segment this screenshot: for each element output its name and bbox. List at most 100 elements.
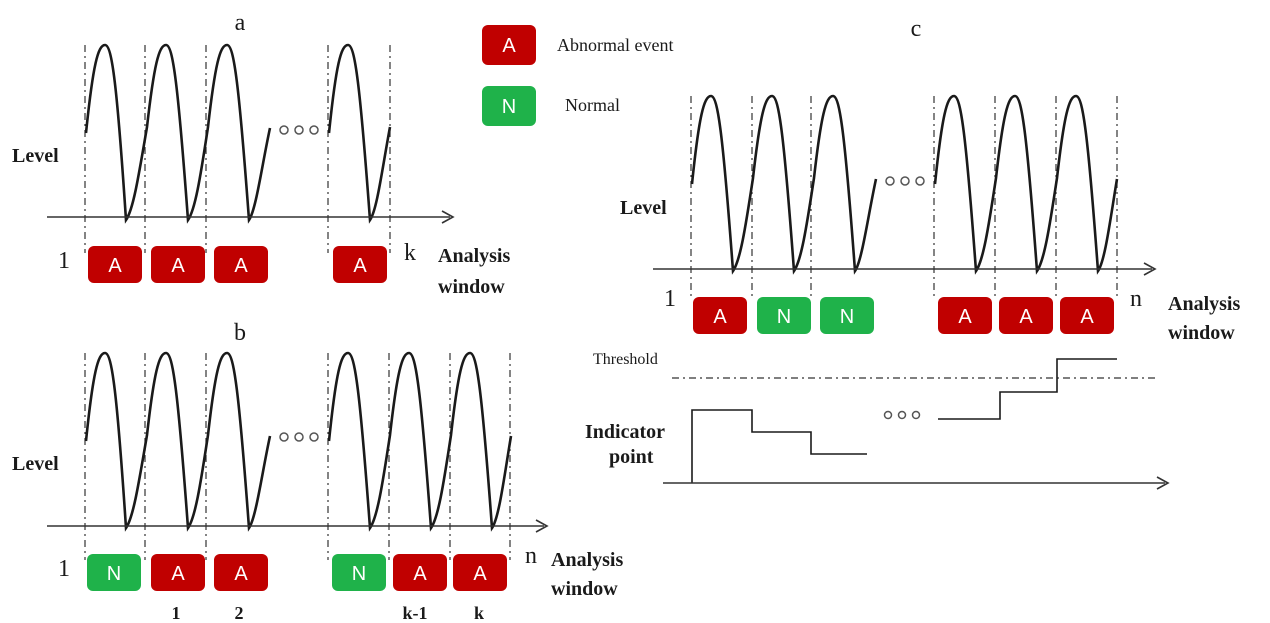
indicator-label: Indicator — [585, 421, 665, 443]
indicator-axis-arrow-icon — [1156, 476, 1170, 490]
panel-c-box-bg — [1060, 297, 1114, 334]
panel-a-box-bg — [333, 246, 387, 283]
panel-b-box-letter: A — [413, 563, 427, 585]
panel-a-axis-label: window — [438, 276, 505, 298]
threshold-label: Threshold — [593, 351, 658, 368]
panel-a-axis-arrow-icon — [441, 210, 455, 224]
panel-b-box-bg — [393, 554, 447, 591]
panel-c-box: A — [999, 297, 1053, 334]
panel-b-waveform — [84, 351, 272, 532]
panel-a-box-letter: A — [353, 255, 367, 277]
panel-c-box-letter: A — [713, 306, 727, 328]
panel-b-box: N — [332, 554, 386, 591]
panel-a-box: A — [214, 246, 268, 283]
panel-a-box-letter: A — [234, 255, 248, 277]
panel-a-ylabel: Level — [12, 145, 59, 167]
panel-c-box-letter: A — [1080, 306, 1094, 328]
indicator-step-right — [938, 358, 1117, 420]
panel-c-box-bg — [938, 297, 992, 334]
panel-b-box-letter: A — [234, 563, 248, 585]
panel-c-box-letter: N — [777, 306, 791, 328]
indicator-step-left — [691, 409, 867, 483]
panel-c-box-letter: N — [840, 306, 854, 328]
panel-a-axis-label: Analysis — [438, 245, 510, 267]
panel-b: b Level 1 n Analysis window N A A N A A … — [12, 320, 623, 623]
panel-c-box-letter: A — [958, 306, 972, 328]
panel-b-box: N — [87, 554, 141, 591]
panel-b-end-label: n — [525, 543, 537, 569]
panel-b-axis-label: Analysis — [551, 549, 623, 571]
panel-b-waveform-tail — [327, 351, 513, 532]
panel-b-box: A — [214, 554, 268, 591]
indicator-ellipsis-icon — [883, 410, 921, 420]
panel-c-box: A — [693, 297, 747, 334]
panel-c-axis-label: Analysis — [1168, 293, 1240, 315]
panel-b-box-letter: A — [171, 563, 185, 585]
panel-a-box: A — [151, 246, 205, 283]
panel-a-box-bg — [214, 246, 268, 283]
legend-normal-letter: N — [502, 96, 516, 118]
panel-a-box-letter: A — [108, 255, 122, 277]
panel-b-box: A — [393, 554, 447, 591]
legend-normal-label: Normal — [565, 95, 620, 115]
panel-c-waveform — [690, 94, 878, 275]
panel-c-box-bg — [820, 297, 874, 334]
panel-c-box: N — [757, 297, 811, 334]
panel-a-start-label: 1 — [58, 248, 70, 274]
panel-b-box-bg — [151, 554, 205, 591]
panel-c-box-bg — [999, 297, 1053, 334]
legend-normal-box — [482, 86, 536, 126]
panel-a-box: A — [333, 246, 387, 283]
panel-c-box: A — [1060, 297, 1114, 334]
panel-a-box-letter: A — [171, 255, 185, 277]
panel-b-axis-arrow-icon — [535, 519, 549, 533]
panel-c-end-label: n — [1130, 286, 1142, 312]
panel-b-box-letter: N — [352, 563, 366, 585]
panel-a-box-bg — [88, 246, 142, 283]
panel-c-waveform-tail — [933, 94, 1119, 275]
panel-a-box-bg — [151, 246, 205, 283]
panel-c-start-label: 1 — [664, 286, 676, 312]
panel-a-end-label: k — [404, 240, 416, 266]
panel-b-axis-label: window — [551, 578, 618, 600]
panel-b-box-bg — [453, 554, 507, 591]
panel-b-box: A — [453, 554, 507, 591]
panel-b-box-letter: A — [473, 563, 487, 585]
panel-a-waveform — [84, 43, 272, 224]
panel-c: c Level 1 n Analysis window A N N A A A … — [585, 16, 1240, 490]
panel-b-sublabel: k-1 — [402, 603, 427, 623]
panel-a: a Level 1 k Analysis window A A A A — [12, 10, 510, 298]
panel-b-title: b — [234, 320, 246, 346]
panel-c-box: N — [820, 297, 874, 334]
indicator-label: point — [609, 446, 654, 468]
panel-b-box-bg — [87, 554, 141, 591]
panel-b-sublabel: k — [474, 603, 484, 623]
legend-abnormal-letter: A — [502, 35, 516, 57]
panel-c-title: c — [911, 16, 922, 42]
panel-b-sublabel: 2 — [235, 603, 244, 623]
panel-c-box: A — [938, 297, 992, 334]
panel-a-ellipsis-icon — [279, 125, 319, 135]
panel-c-axis-arrow-icon — [1143, 262, 1157, 276]
panel-c-box-bg — [757, 297, 811, 334]
panel-b-box-bg — [214, 554, 268, 591]
panel-c-box-letter: A — [1019, 306, 1033, 328]
panel-c-ellipsis-icon — [885, 176, 925, 186]
panel-c-box-bg — [693, 297, 747, 334]
panel-b-ellipsis-icon — [279, 432, 319, 442]
legend: A Abnormal event N Normal — [482, 25, 673, 126]
panel-a-box: A — [88, 246, 142, 283]
panel-c-ylabel: Level — [620, 197, 667, 219]
panel-b-box-letter: N — [107, 563, 121, 585]
panel-a-title: a — [235, 10, 246, 36]
panel-c-axis-label: window — [1168, 322, 1235, 344]
legend-abnormal-box — [482, 25, 536, 65]
panel-b-ylabel: Level — [12, 453, 59, 475]
legend-abnormal-label: Abnormal event — [557, 35, 673, 55]
panel-b-box: A — [151, 554, 205, 591]
panel-a-waveform-tail — [327, 43, 392, 224]
panel-b-start-label: 1 — [58, 556, 70, 582]
panel-b-box-bg — [332, 554, 386, 591]
panel-b-sublabel: 1 — [172, 603, 181, 623]
